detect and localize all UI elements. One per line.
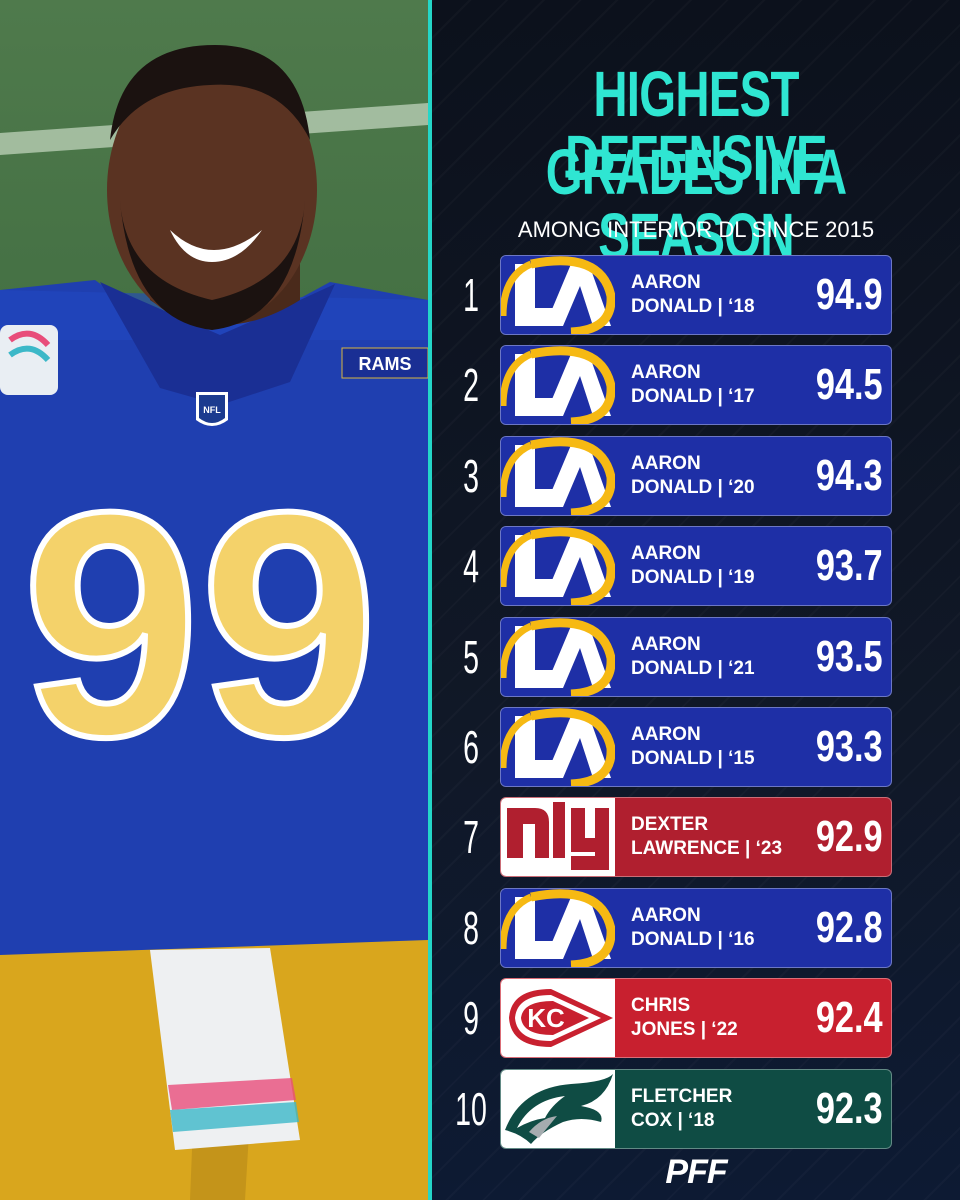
rank-number: 10 (455, 1082, 487, 1135)
player-name-line-1: AARON (631, 724, 701, 745)
grade-value: 92.9 (816, 812, 883, 862)
team-logo (501, 617, 616, 696)
rams-logo-icon (501, 256, 616, 334)
player-name-line-2: COX | ‘18 (631, 1109, 715, 1131)
rams-logo-icon (501, 617, 616, 696)
player-name: AARON DONALD | ‘18 (631, 271, 811, 319)
subtitle: AMONG INTERIOR DL SINCE 2015 (517, 217, 875, 242)
rank-number: 6 (463, 721, 479, 773)
ranking-row: AARON DONALD | ‘16 92.8 (500, 887, 892, 968)
player-illustration: NFL RAMS 99 (0, 45, 428, 1200)
team-logo (501, 527, 616, 606)
rams-logo-icon (501, 888, 616, 967)
player-name-line-2: DONALD | ‘18 (631, 296, 755, 317)
rams-logo-icon (501, 436, 616, 515)
player-name-line-2: JONES | ‘22 (631, 1019, 738, 1041)
title-line-1: HIGHEST DEFENSIVE (565, 58, 828, 194)
player-name-line-1: AARON (631, 633, 701, 655)
player-name-line-1: CHRIS (631, 995, 691, 1017)
player-name-line-1: AARON (631, 452, 701, 474)
player-name-line-1: DEXTER (631, 814, 709, 836)
team-logo (501, 888, 616, 967)
team-logo: KC (501, 979, 615, 1058)
player-name: AARON DONALD | ‘15 (631, 723, 811, 771)
rank-number: 5 (463, 630, 479, 683)
team-logo (501, 346, 616, 425)
rams-logo-icon (501, 708, 616, 786)
team-logo (501, 1069, 615, 1148)
ranking-row: KC CHRIS JONES | ‘22 92.4 (500, 978, 892, 1059)
player-name-line-2: LAWRENCE | ‘23 (631, 838, 783, 860)
player-name: AARON DONALD | ‘19 (631, 542, 811, 590)
grade-value: 92.8 (816, 902, 883, 952)
grade-value: 92.3 (816, 1083, 883, 1133)
accent-divider (428, 0, 432, 1200)
rams-logo-icon (501, 346, 616, 425)
ranking-row: FLETCHER COX | ‘18 92.3 (500, 1068, 892, 1149)
ranking-row: AARON DONALD | ‘17 94.5 (500, 345, 892, 426)
player-name: AARON DONALD | ‘17 (631, 361, 811, 409)
rank-number: 1 (463, 269, 479, 321)
player-name: DEXTER LAWRENCE | ‘23 (631, 813, 811, 861)
player-name: AARON DONALD | ‘20 (631, 452, 811, 500)
player-name: AARON DONALD | ‘21 (631, 633, 811, 681)
grade-value: 93.5 (816, 631, 883, 681)
player-name-line-2: DONALD | ‘17 (631, 386, 755, 408)
player-name-line-2: DONALD | ‘15 (631, 748, 755, 769)
chiefs-logo-icon: KC (501, 979, 615, 1058)
eagles-logo-icon (501, 1069, 615, 1148)
grade-value: 92.4 (816, 993, 883, 1043)
team-logo (501, 798, 615, 877)
team-logo (501, 436, 616, 515)
grade-value: 94.3 (816, 450, 883, 500)
ranking-row: AARON DONALD | ‘21 93.5 (500, 616, 892, 697)
rank-number: 3 (463, 449, 479, 502)
ranking-row: AARON DONALD | ‘19 93.7 (500, 526, 892, 607)
rank-number: 8 (463, 901, 479, 954)
player-name-line-2: DONALD | ‘16 (631, 928, 755, 950)
ranking-row: AARON DONALD | ‘18 94.9 (500, 255, 892, 335)
giants-logo-icon (501, 798, 615, 877)
player-name: CHRIS JONES | ‘22 (631, 994, 811, 1042)
rank-number: 7 (463, 811, 479, 864)
player-name-line-1: AARON (631, 904, 701, 926)
grade-value: 93.3 (816, 722, 883, 771)
ranking-row: DEXTER LAWRENCE | ‘23 92.9 (500, 797, 892, 878)
grade-value: 93.7 (816, 541, 883, 591)
jersey-number: 99 (22, 445, 378, 803)
jersey-wordmark: RAMS (359, 354, 412, 374)
ranking-row: AARON DONALD | ‘20 94.3 (500, 435, 892, 516)
rams-logo-icon (501, 527, 616, 606)
rank-number: 9 (463, 992, 479, 1045)
player-photo: NFL RAMS 99 (0, 0, 428, 1200)
rank-number: 2 (463, 359, 479, 412)
grade-value: 94.9 (816, 270, 883, 319)
team-logo (501, 256, 616, 334)
ranking-row: AARON DONALD | ‘15 93.3 (500, 707, 892, 787)
player-name-line-2: DONALD | ‘20 (631, 476, 755, 498)
rank-number: 4 (463, 540, 479, 593)
team-logo (501, 708, 616, 786)
player-name-line-2: DONALD | ‘21 (631, 657, 755, 679)
player-name-line-1: AARON (631, 272, 701, 293)
player-name-line-1: AARON (631, 543, 701, 565)
player-name-line-1: AARON (631, 362, 701, 384)
player-name-line-2: DONALD | ‘19 (631, 567, 755, 589)
player-name: AARON DONALD | ‘16 (631, 904, 811, 952)
nfl-shield-text: NFL (203, 405, 221, 415)
player-name-line-1: FLETCHER (631, 1085, 733, 1107)
svg-text:KC: KC (527, 1003, 565, 1033)
player-name: FLETCHER COX | ‘18 (631, 1085, 811, 1133)
pff-logo: PFF (665, 1153, 727, 1191)
title-line-2: GRADES IN A SEASON (545, 136, 847, 272)
rankings-panel: HIGHEST DEFENSIVE GRADES IN A SEASON AMO… (432, 0, 960, 1200)
grade-value: 94.5 (816, 360, 883, 410)
